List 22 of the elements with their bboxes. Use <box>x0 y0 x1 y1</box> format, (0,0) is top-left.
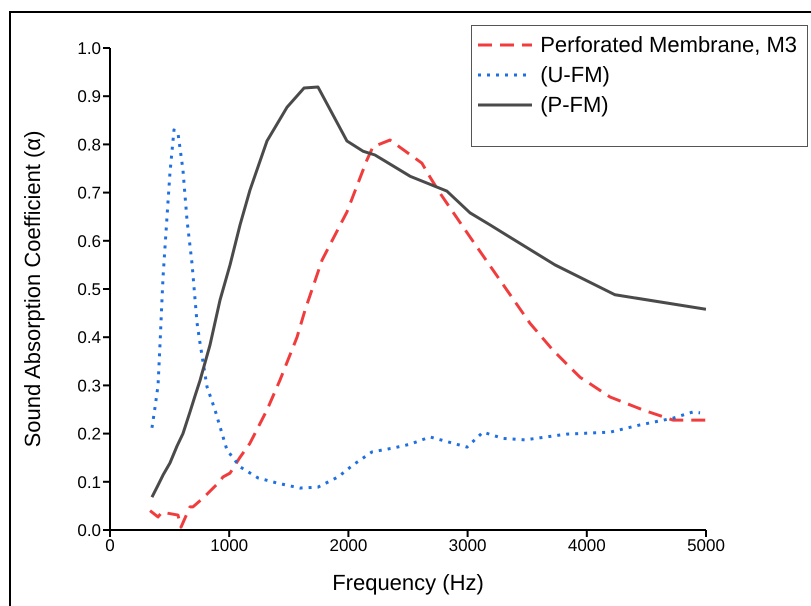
y-tick-label: 0.2 <box>77 424 101 444</box>
y-tick-label: 1.0 <box>77 39 101 58</box>
x-tick-label: 0 <box>105 536 115 556</box>
x-tick-label: 5000 <box>687 536 725 556</box>
legend-label: (U-FM) <box>540 62 610 88</box>
y-tick-label: 0.6 <box>77 232 101 251</box>
y-tick-label: 0.8 <box>77 135 101 154</box>
y-tick-label: 0.1 <box>77 472 101 492</box>
x-tick-label: 2000 <box>329 536 368 556</box>
legend-label: Perforated Membrane, M3 <box>540 32 797 58</box>
y-tick-label: 0.4 <box>77 328 101 348</box>
x-tick-label: 3000 <box>448 536 487 556</box>
y-axis-title: Sound Absorption Coefficient (α) <box>20 130 45 448</box>
y-tick-label: 0.7 <box>77 184 101 203</box>
x-tick-label: 4000 <box>568 536 606 556</box>
x-tick-label: 1000 <box>210 536 248 556</box>
x-axis-title: Frequency (Hz) <box>332 570 484 595</box>
y-tick-label: 0.9 <box>77 87 101 106</box>
y-tick-label: 0.3 <box>77 376 101 396</box>
legend-label: (P-FM) <box>540 92 609 118</box>
y-tick-label: 0.0 <box>77 521 101 540</box>
y-tick-label: 0.5 <box>77 280 101 300</box>
